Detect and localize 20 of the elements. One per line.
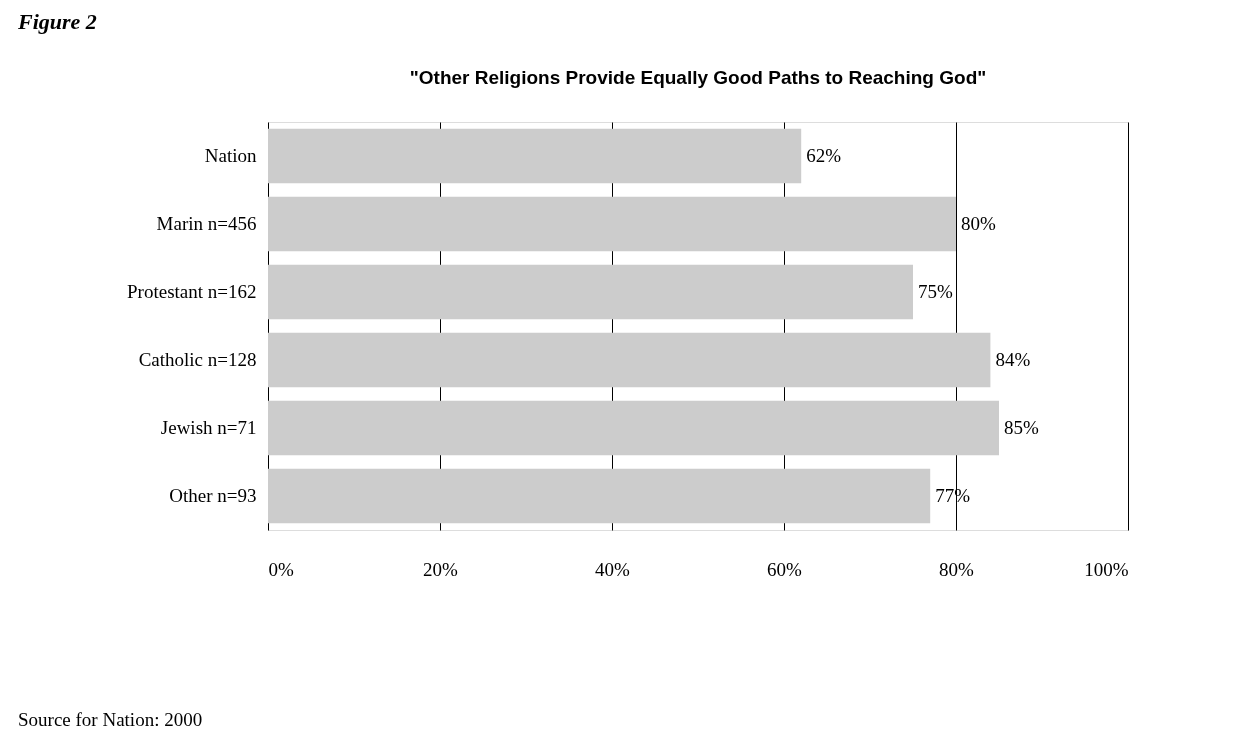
data-label: 84%: [995, 349, 1031, 370]
x-tick-label: 80%: [939, 558, 975, 580]
x-tick-label: 0%: [268, 558, 294, 580]
y-tick-label: Marin n=456: [156, 213, 257, 234]
y-tick-label: Protestant n=162: [127, 281, 257, 302]
data-label: 62%: [806, 145, 842, 166]
chart-title: "Other Religions Provide Equally Good Paths to Reaching God": [409, 67, 987, 88]
y-tick-label: Nation: [204, 145, 257, 166]
x-tick-label: 60%: [767, 558, 803, 580]
x-tick-label: 40%: [595, 558, 631, 580]
x-tick-label: 20%: [423, 558, 459, 580]
data-label: 80%: [961, 213, 996, 234]
y-tick-label: Other n=93: [169, 485, 257, 506]
data-label: 75%: [918, 281, 953, 302]
caption: Figure 2: [17, 9, 97, 34]
source-note: Source for Nation: 2000: [18, 709, 203, 730]
x-tick-label: 100%: [1084, 558, 1129, 580]
y-tick-label: Catholic n=128: [138, 349, 257, 370]
data-label: 85%: [1004, 417, 1039, 438]
y-tick-label: Jewish n=71: [160, 417, 257, 438]
